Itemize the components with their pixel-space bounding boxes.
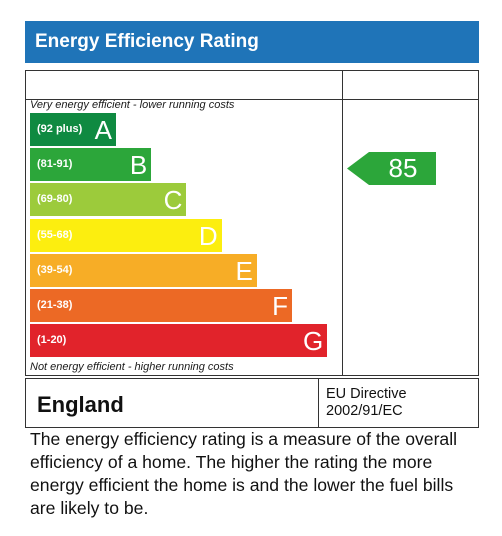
band-letter-label: F bbox=[272, 291, 288, 321]
band-b: (81-91) B bbox=[30, 148, 152, 182]
rating-chart-box: Very energy efficient - lower running co… bbox=[25, 70, 479, 376]
directive-label: EU Directive 2002/91/EC bbox=[326, 386, 407, 420]
top-note: Very energy efficient - lower running co… bbox=[30, 99, 235, 111]
band-a: (92 plus) A bbox=[30, 113, 116, 146]
band-letter-label: C bbox=[163, 185, 183, 216]
band-range-label: (55-68) bbox=[37, 228, 73, 241]
footer-box: England EU Directive 2002/91/EC bbox=[25, 378, 479, 428]
directive-line-1: EU Directive bbox=[326, 386, 407, 402]
current-rating-arrow-shape bbox=[347, 152, 436, 185]
band-f: (21-38) F bbox=[30, 289, 292, 322]
footer-divider bbox=[318, 379, 319, 427]
band-range-label: (39-54) bbox=[37, 263, 73, 276]
band-letter-label: E bbox=[235, 255, 253, 286]
band-range-label: (21-38) bbox=[37, 299, 73, 311]
column-divider bbox=[342, 71, 343, 375]
header-divider bbox=[26, 99, 478, 100]
bottom-note: Not energy efficient - higher running co… bbox=[30, 361, 234, 373]
current-rating-arrow: 85 bbox=[347, 152, 436, 185]
description-text: The energy efficiency rating is a measur… bbox=[30, 429, 458, 518]
chart-title: Energy Efficiency Rating bbox=[25, 21, 479, 63]
band-letter-label: A bbox=[94, 115, 112, 145]
band-range-label: (69-80) bbox=[37, 193, 73, 206]
country-label: England bbox=[37, 392, 124, 417]
band-letter-label: G bbox=[302, 326, 324, 357]
band-d: (55-68) D bbox=[30, 218, 222, 252]
band-range-label: (1-20) bbox=[37, 334, 67, 347]
band-range-label: (81-91) bbox=[37, 158, 73, 171]
band-range-label: (92 plus) bbox=[37, 123, 83, 135]
band-letter-label: D bbox=[198, 220, 218, 251]
band-letter-label: B bbox=[129, 150, 148, 181]
band-c: (69-80) C bbox=[30, 183, 187, 217]
band-e: (39-54) E bbox=[30, 253, 257, 287]
band-g: (1-20) G bbox=[30, 324, 328, 358]
directive-line-2: 2002/91/EC bbox=[326, 403, 403, 419]
current-rating-value: 85 bbox=[388, 153, 418, 183]
